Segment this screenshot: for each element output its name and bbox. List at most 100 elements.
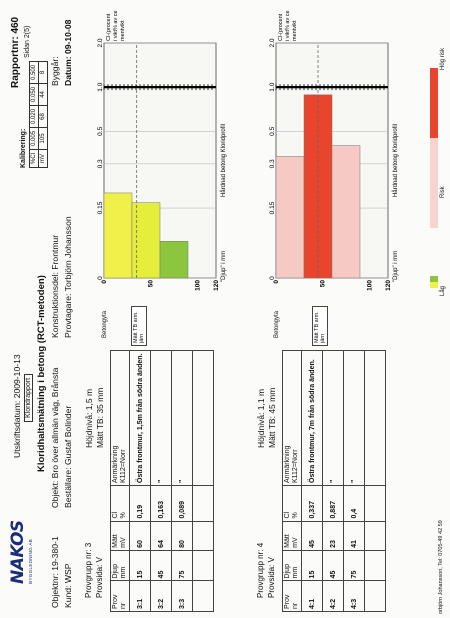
object-number: Objektnr: 19-380-1 xyxy=(50,536,60,608)
table-cell: 3:1 xyxy=(129,580,151,612)
table-cell: " xyxy=(322,350,344,486)
x-tick-label: 0 xyxy=(97,276,104,280)
header-line: Cl xyxy=(112,511,119,519)
header-line: mV xyxy=(120,537,127,548)
table-header-cell: Anmärkning K112=Norr xyxy=(110,350,130,486)
table-header-cell: Mätt mV xyxy=(282,521,302,551)
table-cell xyxy=(192,521,214,551)
unit-label-3: mentvikt xyxy=(292,20,298,41)
table-cell xyxy=(364,350,386,486)
y-tick-label: 100 xyxy=(366,280,373,291)
group-number: Provgrupp nr: 3 xyxy=(84,542,93,598)
table-cell: " xyxy=(343,350,365,486)
table-cell xyxy=(364,580,386,612)
report-date: Datum: 09-10-08 xyxy=(63,19,73,86)
table-cell: 0,887 xyxy=(322,485,344,522)
client: Kund: WSP xyxy=(63,563,73,608)
group-number: Provgrupp nr: 4 xyxy=(256,542,265,598)
legend-risk-swatch xyxy=(430,138,438,228)
measured-cover: Mätt TB: 45 mm xyxy=(267,387,277,448)
sample-table: Prov nr Djup mm Mätt mV Cl% Anmärkning K112=Norr… xyxy=(282,350,386,612)
table-cell: 3:3 xyxy=(171,580,193,612)
table-row: 3:1 15 60 0,19 Östra frontmur, 1,5m från söd… xyxy=(129,350,151,612)
table-cell: " xyxy=(150,350,172,486)
header-line: Prov xyxy=(284,594,291,609)
table-cell: 4:2 xyxy=(322,580,344,612)
table-cell: 41 xyxy=(343,521,365,551)
x-tick-label: 2.0 xyxy=(269,38,276,47)
cover-label: Mätt TB arm. järn xyxy=(312,306,328,346)
sample-group: Provgrupp nr: 4 Provsida: V Höjdnivå: 1,1 … xyxy=(252,0,422,618)
y-tick-label: 100 xyxy=(194,280,201,291)
chloride-bar xyxy=(331,145,361,279)
table-cell: 45 xyxy=(322,550,344,581)
report-title: Kloridhaltsmätning i betong (RCT-metoden… xyxy=(36,275,47,472)
company-logo: NAKOS BYGGLEDNING AB xyxy=(8,520,38,584)
cal-cell: 0.020 xyxy=(29,105,39,128)
header-line: K112=Norr xyxy=(292,449,299,483)
header-line: mV xyxy=(292,537,299,548)
header-line: Cl xyxy=(284,511,291,519)
legend-low-label: Låg xyxy=(440,285,446,296)
y-tick-label: 120 xyxy=(385,280,392,291)
header-line: K112=Norr xyxy=(120,449,127,483)
legend-high-swatch xyxy=(430,68,438,138)
cal-cell: 44 xyxy=(38,83,48,106)
x-tick-label: 1.0 xyxy=(97,82,104,91)
table-cell: 4:1 xyxy=(301,580,323,612)
table-cell: 75 xyxy=(171,550,193,581)
x-tick-label: 2.0 xyxy=(97,38,104,47)
header-line: Anmärkning xyxy=(284,445,291,483)
x-tick-label: 0.15 xyxy=(97,201,104,214)
sample-side: Provsida: V xyxy=(95,557,104,598)
table-cell: 45 xyxy=(301,521,323,551)
x-tick-label: 1.0 xyxy=(269,82,276,91)
x-tick-label: 0.3 xyxy=(269,159,276,168)
table-cell: 80 xyxy=(171,521,193,551)
table-header-cell: Prov nr xyxy=(282,580,302,612)
table-header-cell: Prov nr xyxy=(110,580,130,612)
cal-cell: 68 xyxy=(38,105,48,128)
table-row: 4:2 45 23 0,887 " xyxy=(322,350,344,612)
x-tick-label: 0 xyxy=(269,276,276,280)
x-tick-label: 0.15 xyxy=(269,201,276,214)
table-cell: 0,337 xyxy=(301,485,323,522)
table-row-empty xyxy=(192,350,214,612)
x-axis-label: Hårdnad betong Kloridprofil xyxy=(392,124,399,197)
sampler: Provtagare: Torbjörn Johansson xyxy=(63,216,73,338)
cal-head: %Cl xyxy=(29,149,39,168)
footer-contact: orbjörn Johansson, Tel: 0705-49 42 59 xyxy=(438,520,444,614)
table-cell xyxy=(364,485,386,522)
table-cell: 23 xyxy=(322,521,344,551)
table-header-cell: Djup mm xyxy=(282,550,302,581)
header-line: Mätt xyxy=(284,534,291,548)
table-cell: 0,089 xyxy=(171,485,193,522)
unit-label: Cl-(procent xyxy=(106,13,112,41)
legend-low-swatch xyxy=(430,282,438,288)
build-year: Byggår: xyxy=(50,56,60,86)
table-row: 4:3 75 41 0,4 " xyxy=(343,350,365,612)
surface-label: Betongyta xyxy=(274,310,280,338)
table-cell: Östra frontmur, 7m från södra änden. xyxy=(301,350,323,486)
sample-side: Provsida: V xyxy=(267,557,276,598)
calibration-label: Kalibrering: xyxy=(20,128,27,168)
sample-table: Prov nr Djup mm Mätt mV Cl% Anmärkning K112=Norr… xyxy=(110,350,214,612)
table-header-cell: Cl% xyxy=(110,485,130,522)
header-line: Anmärkning xyxy=(112,445,119,483)
header-line: Djup xyxy=(284,564,291,579)
y-tick-label: 120 xyxy=(213,280,220,291)
table-row: 3:2 45 64 0,163 " xyxy=(150,350,172,612)
header-line: nr xyxy=(120,602,127,609)
legend-risk-label: Risk xyxy=(440,186,446,198)
report-type: Kloridrapport xyxy=(24,373,33,422)
table-cell: 4:3 xyxy=(343,580,365,612)
chloride-bar xyxy=(275,156,305,279)
sample-group: Provgrupp nr: 3 Provsida: V Höjdnivå: 1,5 … xyxy=(80,0,250,618)
report-number: Rapportnr: 460 xyxy=(10,16,21,88)
height-level: Höjdnivå: 1,1 m xyxy=(256,388,266,448)
chart-svg: 0 0.15 0.3 0.5 1.0 2.0 0 50 100 120 Hårdnad betong… xyxy=(269,10,399,291)
header-line: % xyxy=(292,512,299,519)
header-line: mm xyxy=(120,566,127,579)
